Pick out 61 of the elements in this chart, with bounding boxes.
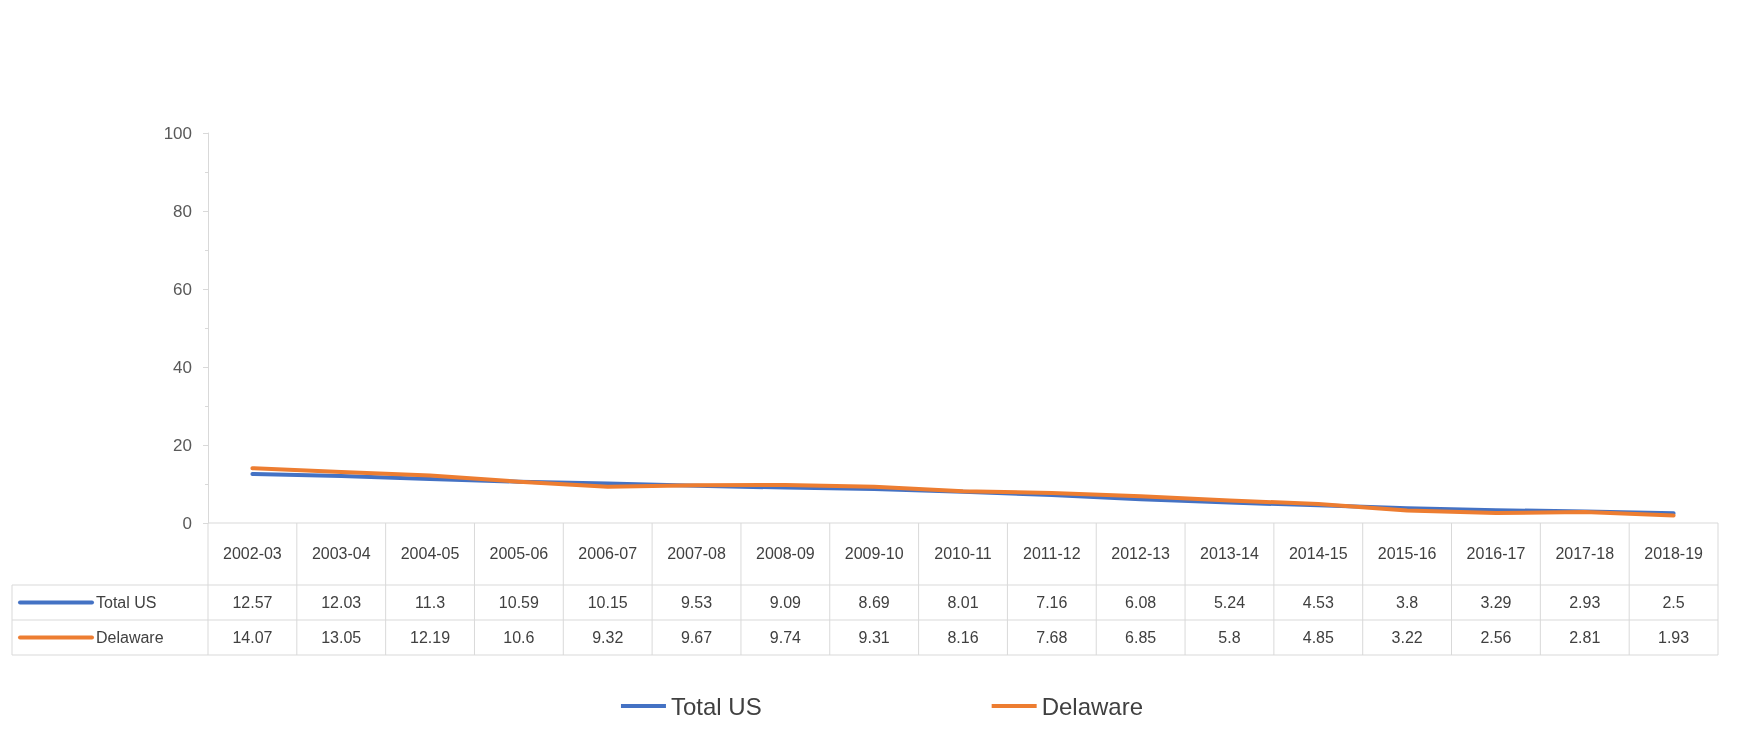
y-tick-label: 40 [173, 357, 192, 377]
legend-label: Delaware [96, 629, 164, 646]
data-label: 4.53 [1302, 594, 1334, 611]
x-tick-label: 2009-10 [844, 544, 904, 562]
x-tick-label: 2008-09 [755, 544, 815, 562]
data-label: 12.57 [232, 594, 273, 611]
x-tick-label: 2004-05 [400, 544, 460, 562]
x-tick-label: 2012-13 [1111, 544, 1171, 562]
data-label: 8.69 [858, 594, 890, 611]
text: Total US [670, 692, 762, 720]
y-tick-label: 0 [182, 513, 192, 533]
data-label: 2.81 [1569, 629, 1601, 646]
x-tick-label: 2017-18 [1555, 544, 1615, 562]
data-label: 3.22 [1391, 629, 1423, 646]
data-label: 8.01 [947, 594, 979, 611]
legend-label: Total US [96, 594, 157, 611]
y-tick-label: 60 [173, 279, 192, 299]
data-label: 9.09 [769, 594, 802, 611]
data-label: 9.32 [592, 629, 624, 646]
data-label: 10.15 [587, 594, 628, 611]
y-tick-label: 100 [163, 123, 192, 143]
x-tick-label: 2002-03 [223, 544, 282, 562]
data-label: 9.53 [680, 594, 713, 611]
y-tick-label: 20 [173, 435, 192, 455]
x-tick-label: 2003-04 [311, 544, 371, 562]
x-tick-label: 2013-14 [1200, 544, 1259, 562]
data-label: 2.56 [1480, 629, 1512, 646]
data-label: 5.8 [1218, 629, 1241, 646]
data-label: 3.8 [1395, 594, 1419, 611]
text: Delaware [1041, 692, 1144, 720]
data-label: 6.08 [1125, 594, 1157, 611]
x-tick-label: 2016-17 [1466, 544, 1526, 562]
data-label: 11.3 [415, 594, 446, 611]
data-label: 7.16 [1036, 594, 1068, 611]
data-label: 9.74 [769, 629, 802, 646]
data-label: 2.93 [1569, 594, 1601, 611]
data-label: 10.6 [503, 629, 535, 646]
data-label: 10.59 [498, 594, 539, 611]
x-tick-label: 2015-16 [1377, 544, 1437, 562]
x-tick-label: 2010-11 [934, 544, 992, 562]
data-label: 2.5 [1662, 594, 1685, 611]
x-tick-label: 2007-08 [667, 544, 726, 562]
data-label: 14.07 [232, 629, 273, 646]
data-label: 12.19 [410, 629, 451, 646]
data-label: 6.85 [1125, 629, 1157, 646]
data-label: 4.85 [1302, 629, 1334, 646]
y-tick-label: 80 [173, 201, 192, 221]
data-label: 5.24 [1213, 594, 1246, 611]
x-tick-label: 2014-15 [1288, 544, 1348, 562]
x-tick-label: 2005-06 [489, 544, 549, 562]
data-label: 1.93 [1658, 629, 1690, 646]
data-label: 9.67 [680, 629, 713, 646]
data-label: 3.29 [1480, 594, 1512, 611]
x-tick-label: 2018-19 [1644, 544, 1704, 562]
data-label: 8.16 [947, 629, 979, 646]
data-label: 12.03 [321, 594, 362, 611]
x-tick-label: 2006-07 [578, 544, 638, 562]
data-label: 13.05 [321, 629, 362, 646]
x-tick-label: 2011-12 [1023, 544, 1081, 562]
data-label: 9.31 [858, 629, 890, 646]
data-label: 7.68 [1036, 629, 1068, 646]
